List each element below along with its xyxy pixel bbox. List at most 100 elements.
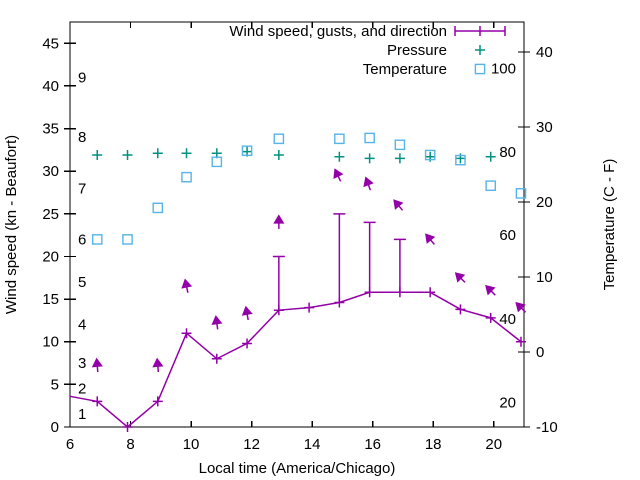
x-tick-label: 8 bbox=[126, 436, 134, 453]
pressure-point bbox=[181, 148, 192, 159]
wind-direction-group bbox=[91, 168, 527, 373]
wind-speed-line bbox=[69, 291, 522, 428]
x-tick-label: 16 bbox=[364, 436, 381, 453]
wind-direction-arrow bbox=[393, 199, 404, 211]
arrow-head bbox=[425, 233, 436, 244]
x-tick-label: 18 bbox=[425, 436, 442, 453]
chart-legend: Wind speed, gusts, and direction Pressure… bbox=[229, 23, 506, 78]
wind-speed-group bbox=[69, 287, 526, 432]
y-tick-label: 15 bbox=[42, 291, 59, 308]
wind-speed-point bbox=[181, 328, 192, 339]
temperature-point bbox=[394, 139, 406, 151]
arrow-head bbox=[515, 302, 526, 313]
arrow-head bbox=[211, 315, 223, 325]
arrow-head bbox=[454, 272, 466, 283]
pressure-point bbox=[92, 150, 103, 161]
wind-direction-arrow bbox=[333, 168, 344, 182]
pressure-point bbox=[152, 148, 163, 159]
wind-speed-point bbox=[515, 336, 526, 347]
temperature-point bbox=[122, 234, 133, 245]
arrow-head bbox=[393, 199, 404, 210]
wind-direction-arrow bbox=[211, 315, 223, 330]
fahrenheit-label: 20 bbox=[499, 394, 516, 411]
y2-tick-label: 0 bbox=[536, 344, 544, 361]
arrow-head bbox=[333, 168, 344, 179]
wind-speed-point bbox=[273, 305, 284, 316]
wind-direction-arrow bbox=[425, 233, 436, 245]
legend-label: Pressure bbox=[387, 42, 447, 59]
wind-direction-arrow bbox=[485, 284, 496, 296]
temperature-point bbox=[273, 133, 285, 145]
y-tick-label: 45 bbox=[42, 35, 59, 52]
gust-bar bbox=[333, 213, 346, 303]
y2-tick-label: -10 bbox=[536, 419, 558, 436]
pressure-point bbox=[273, 150, 284, 161]
wind-speed-point bbox=[394, 287, 405, 298]
legend-marker-wind bbox=[454, 26, 506, 36]
y2-tick-label: 40 bbox=[536, 44, 553, 61]
y-tick-label: 5 bbox=[51, 376, 59, 393]
wind-speed-point bbox=[485, 312, 496, 323]
y2-tick-label: 30 bbox=[536, 119, 553, 136]
pressure-point bbox=[364, 153, 375, 164]
wind-direction-arrow bbox=[91, 357, 103, 373]
temperature-point bbox=[455, 154, 466, 166]
legend-marker-temperature bbox=[474, 63, 486, 75]
gust-bar bbox=[393, 238, 406, 293]
x-axis-title: Local time (America/Chicago) bbox=[199, 460, 396, 477]
x-tick-label: 12 bbox=[243, 436, 260, 453]
wind-direction-arrow bbox=[363, 176, 374, 191]
y-tick-label: 35 bbox=[42, 121, 59, 138]
x-tick-label: 10 bbox=[183, 436, 200, 453]
pressure-point bbox=[334, 151, 345, 162]
gust-group bbox=[272, 213, 406, 311]
fahrenheit-label: 100 bbox=[491, 61, 516, 78]
arrow-head bbox=[485, 284, 496, 296]
wind-speed-point bbox=[152, 396, 163, 407]
wind-speed-point bbox=[122, 422, 133, 432]
legend-label: Temperature bbox=[363, 61, 447, 78]
arrow-head bbox=[241, 305, 253, 316]
arrow-head bbox=[363, 176, 374, 188]
y-tick-label: 40 bbox=[42, 78, 59, 95]
beaufort-label: 4 bbox=[78, 317, 86, 334]
temperature-point bbox=[424, 149, 436, 161]
wind-direction-arrow bbox=[152, 357, 164, 373]
wind-direction-arrow bbox=[454, 272, 466, 283]
pressure-point bbox=[122, 150, 133, 161]
x-tick-label: 14 bbox=[304, 436, 321, 453]
plot-frame bbox=[69, 21, 525, 428]
beaufort-label: 9 bbox=[78, 69, 86, 86]
arrow-head bbox=[181, 278, 193, 289]
temperature-point bbox=[334, 133, 345, 145]
wind-direction-arrow bbox=[515, 302, 527, 313]
arrow-head bbox=[152, 357, 164, 368]
wind-speed-point bbox=[455, 304, 466, 315]
fahrenheit-label: 60 bbox=[499, 227, 516, 244]
y-tick-label: 20 bbox=[42, 248, 59, 265]
temperature-point bbox=[211, 156, 223, 168]
beaufort-label: 5 bbox=[78, 274, 86, 291]
wind-direction-arrow bbox=[241, 305, 253, 321]
fahrenheit-label: 80 bbox=[499, 144, 516, 161]
beaufort-label: 7 bbox=[78, 180, 86, 197]
y-tick-label: 25 bbox=[42, 206, 59, 223]
beaufort-label: 1 bbox=[78, 406, 86, 423]
y-axis-title: Wind speed (kn - Beaufort) bbox=[3, 135, 20, 314]
x-tick-label: 20 bbox=[485, 436, 502, 453]
y2-tick-label: 10 bbox=[536, 269, 553, 286]
gust-bar bbox=[272, 255, 285, 311]
wind-speed-point bbox=[242, 338, 253, 349]
arrow-head bbox=[273, 214, 285, 224]
temperature-point bbox=[91, 234, 103, 245]
wind-speed-point bbox=[364, 287, 375, 298]
y2-tick-label: 20 bbox=[536, 194, 553, 211]
temperature-group bbox=[91, 132, 527, 245]
x-tick-label: 6 bbox=[66, 436, 74, 453]
beaufort-label: 3 bbox=[78, 355, 86, 372]
temperature-point bbox=[364, 132, 375, 144]
y-tick-label: 10 bbox=[42, 334, 59, 351]
wind-direction-arrow bbox=[273, 214, 285, 229]
